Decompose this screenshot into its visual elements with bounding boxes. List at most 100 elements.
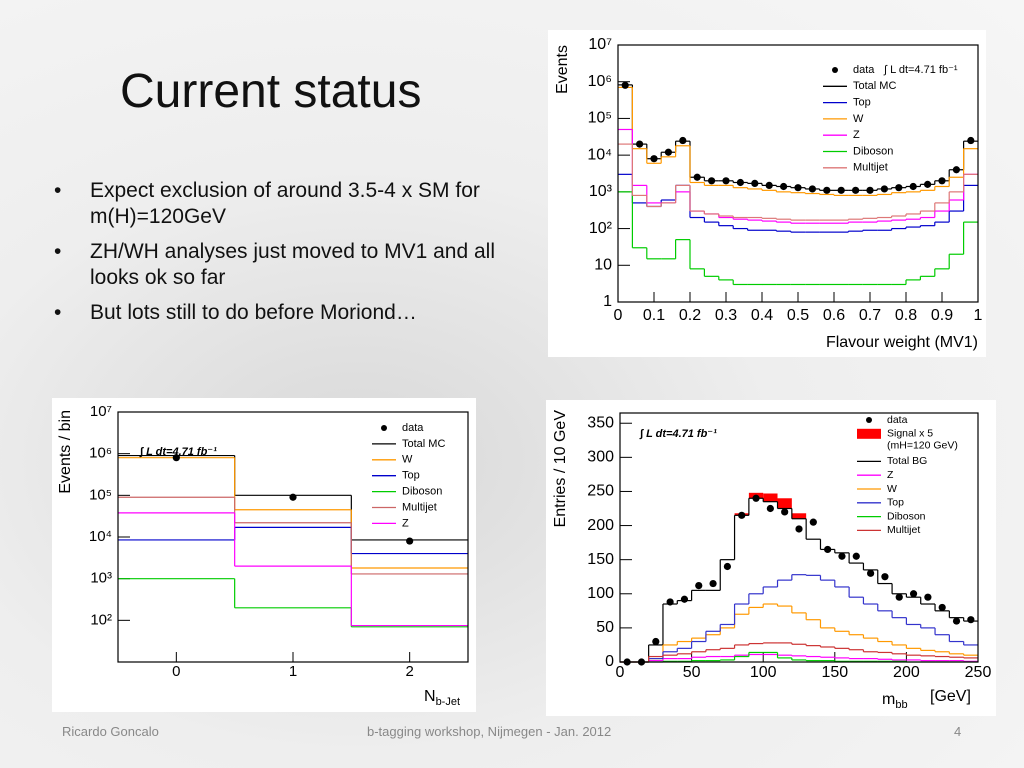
- y-tick-label: 10³: [90, 570, 112, 587]
- data-point: [736, 178, 745, 187]
- legend-label: Multijet: [402, 501, 437, 513]
- data-point: [636, 140, 644, 148]
- data-point: [766, 504, 774, 513]
- data-point: [738, 511, 746, 519]
- legend-label: Total MC: [402, 438, 445, 450]
- legend-marker: [381, 425, 387, 431]
- y-tick-label: 0: [605, 653, 614, 670]
- y-tick-label: 10⁵: [89, 486, 112, 503]
- y-tick-label: 10⁶: [588, 73, 612, 90]
- legend-label: data: [853, 64, 875, 76]
- data-point: [967, 136, 975, 145]
- data-point: [808, 185, 817, 193]
- data-point: [752, 494, 760, 502]
- y-tick-label: 10⁴: [89, 528, 112, 545]
- x-tick-label: 0: [172, 663, 180, 680]
- data-point: [652, 637, 660, 646]
- bullet-list: Expect exclusion of around 3.5-4 x SM fo…: [52, 178, 534, 335]
- x-axis-label-main: m: [882, 691, 895, 708]
- data-point: [679, 136, 687, 145]
- x-tick-label: 200: [893, 664, 920, 681]
- data-point: [938, 177, 946, 185]
- x-axis-label-main: N: [424, 688, 436, 705]
- data-point: [924, 180, 932, 188]
- y-tick-label: 10⁶: [89, 445, 112, 462]
- data-point: [909, 590, 918, 598]
- x-tick-label: 1: [974, 307, 983, 324]
- y-axis-label: Entries / 10 GeV: [552, 410, 569, 528]
- data-point: [809, 518, 817, 526]
- data-point: [680, 595, 689, 603]
- y-tick-label: 250: [587, 483, 614, 500]
- bullet: ZH/WH analyses just moved to MV1 and all…: [52, 239, 534, 291]
- plot-frame: [117, 411, 469, 663]
- legend-label: Z: [853, 129, 860, 141]
- x-tick-label: 100: [750, 664, 777, 681]
- data-point: [781, 508, 789, 516]
- x-tick-label: 0.5: [787, 307, 809, 324]
- data-point: [881, 573, 889, 581]
- x-tick-label: 0.9: [931, 307, 953, 324]
- x-tick-label: 0: [614, 307, 623, 324]
- y-tick-label: 10⁴: [587, 146, 612, 163]
- x-axis-label-sub: bb: [895, 699, 907, 711]
- data-point: [650, 155, 658, 163]
- data-point: [664, 148, 673, 156]
- data-point: [708, 177, 716, 185]
- data-point: [867, 569, 875, 577]
- data-point: [824, 545, 832, 554]
- stacked-bin: [791, 513, 807, 519]
- x-tick-label: 0: [616, 664, 625, 681]
- legend-label: Diboson: [887, 510, 926, 522]
- chart-panel: [546, 400, 996, 716]
- legend-swatch: [857, 428, 881, 439]
- y-tick-label: 10⁷: [588, 36, 612, 53]
- data-point: [666, 598, 674, 606]
- data-point: [709, 579, 717, 588]
- legend-label: Top: [887, 497, 904, 509]
- chart-panel: [52, 398, 476, 712]
- data-point: [406, 537, 414, 545]
- data-point: [938, 603, 946, 612]
- plot-frame: [617, 44, 979, 303]
- legend-label: Diboson: [853, 145, 893, 157]
- x-axis-label: Flavour weight (MV1): [826, 334, 978, 351]
- legend-label: Multijet: [887, 524, 920, 536]
- plot-frame: [619, 412, 979, 663]
- data-point: [751, 179, 759, 187]
- y-tick-label: 200: [587, 517, 614, 534]
- bullet: But lots still to do before Moriond…: [52, 300, 534, 326]
- y-tick-label: 10⁵: [588, 110, 612, 127]
- legend-marker: [866, 417, 872, 423]
- x-axis-label: Nb-Jet: [424, 688, 460, 708]
- y-tick-label: 10³: [589, 183, 613, 200]
- legend-note: (mH=120 GeV): [887, 439, 958, 451]
- stacked-bin: [763, 493, 778, 502]
- data-point: [172, 454, 180, 462]
- data-point: [967, 616, 975, 624]
- data-point: [852, 186, 860, 194]
- x-tick-label: 0.7: [859, 307, 881, 324]
- x-axis-unit: [GeV]: [930, 688, 971, 705]
- y-tick-label: 10²: [589, 220, 613, 237]
- bullet: Expect exclusion of around 3.5-4 x SM fo…: [52, 178, 534, 230]
- data-point: [837, 186, 845, 194]
- y-tick-label: 10⁷: [90, 403, 112, 420]
- footer-event: b-tagging workshop, Nijmegen - Jan. 2012: [367, 724, 612, 739]
- legend-label: Total MC: [853, 80, 896, 92]
- legend-label: Multijet: [853, 162, 888, 174]
- data-point: [794, 184, 802, 192]
- data-point: [695, 581, 703, 590]
- data-point: [866, 186, 874, 194]
- x-axis-label-main: Flavour weight (MV1): [826, 334, 978, 351]
- legend-label: W: [402, 454, 413, 466]
- stacked-bin: [777, 498, 792, 509]
- data-point: [823, 186, 831, 194]
- legend-label: Diboson: [402, 486, 442, 498]
- x-tick-label: 0.6: [823, 307, 845, 324]
- luminosity-label: ∫ L dt=4.71 fb⁻¹: [639, 428, 717, 440]
- data-point: [880, 185, 889, 193]
- x-tick-label: 1: [289, 663, 297, 680]
